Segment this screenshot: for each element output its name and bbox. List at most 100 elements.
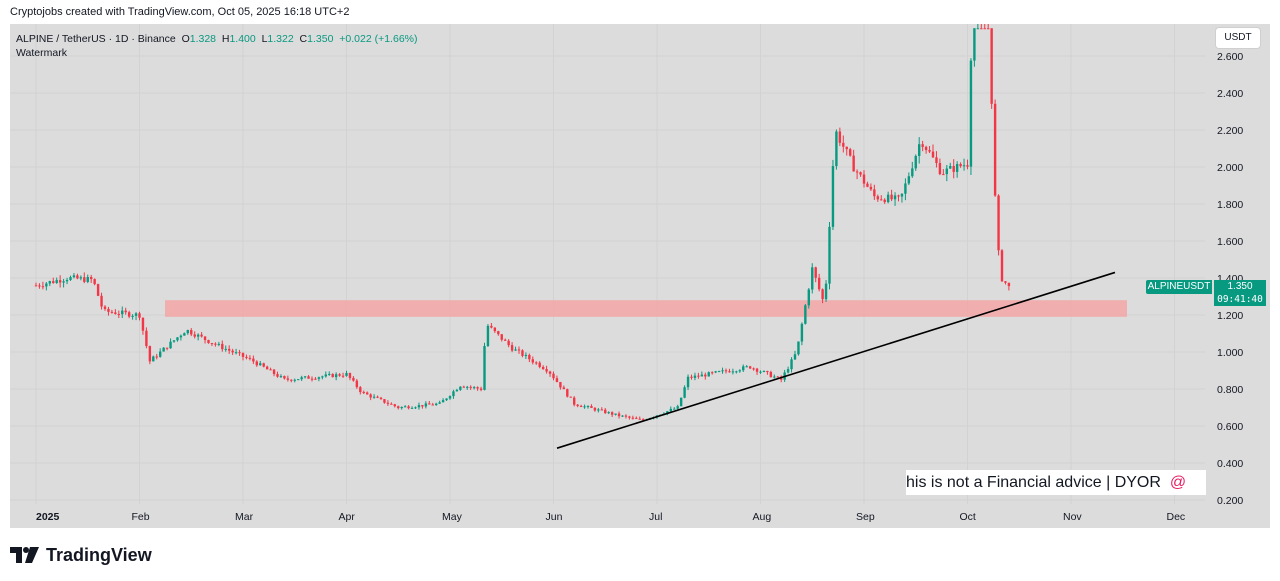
candle-body bbox=[959, 164, 962, 167]
candle-body bbox=[811, 267, 814, 290]
candle-body bbox=[490, 325, 493, 328]
candle-body bbox=[748, 366, 752, 369]
candle-body bbox=[590, 406, 593, 408]
candle-body bbox=[400, 406, 403, 409]
candle-body bbox=[952, 165, 955, 172]
candle-body bbox=[334, 374, 338, 378]
candle-body bbox=[790, 359, 793, 370]
candle-body bbox=[283, 376, 286, 379]
candle-body bbox=[355, 380, 359, 388]
candle-body bbox=[949, 165, 952, 169]
candle-body bbox=[604, 409, 607, 414]
candle-body bbox=[955, 164, 959, 172]
price-chart[interactable]: 2.600 2.400 2.200 2.000 1.800 1.600 1.400 1.200… bbox=[10, 24, 1270, 528]
candle-body bbox=[521, 350, 524, 356]
candle-body bbox=[476, 387, 479, 389]
candle-body bbox=[759, 371, 762, 373]
candle-body bbox=[855, 171, 859, 173]
time-tick-label: Nov bbox=[1063, 511, 1082, 523]
candle-body bbox=[162, 347, 165, 352]
candle-body bbox=[207, 339, 210, 344]
candle-body bbox=[407, 406, 410, 409]
candle-body bbox=[745, 366, 748, 368]
close-value: 1.350 bbox=[307, 33, 334, 45]
candle-body bbox=[331, 373, 334, 378]
candle-body bbox=[831, 166, 835, 227]
candle-body bbox=[393, 404, 396, 407]
candle-body bbox=[300, 377, 303, 380]
candle-body bbox=[176, 337, 179, 341]
currency-button[interactable]: USDT bbox=[1216, 28, 1260, 48]
candle-body bbox=[248, 357, 252, 359]
candle-body bbox=[69, 277, 72, 281]
price-axis[interactable]: 2.6002.4002.2002.0001.8001.6001.4001.200… bbox=[1205, 24, 1270, 528]
candle-body bbox=[793, 354, 797, 360]
candle-body bbox=[497, 331, 500, 335]
price-tick-label: 2.600 bbox=[1217, 51, 1243, 63]
candle-body bbox=[279, 376, 283, 378]
candle-body bbox=[980, 28, 983, 30]
candle-body bbox=[403, 406, 407, 408]
candle-body bbox=[769, 372, 773, 378]
candle-body bbox=[845, 146, 848, 150]
candle-body bbox=[711, 372, 714, 374]
candle-body bbox=[704, 374, 707, 377]
candle-body bbox=[83, 277, 86, 282]
candle-body bbox=[117, 314, 120, 316]
candle-body bbox=[448, 396, 452, 399]
time-tick-label: Feb bbox=[132, 511, 150, 523]
candle-body bbox=[838, 131, 842, 143]
candle-body bbox=[700, 374, 704, 377]
candle-body bbox=[307, 376, 310, 379]
candle-body bbox=[993, 103, 997, 196]
candle-body bbox=[800, 323, 804, 342]
candle-body bbox=[628, 416, 631, 418]
candle-body bbox=[414, 407, 417, 409]
candle-body bbox=[121, 310, 124, 315]
candle-body bbox=[824, 283, 828, 300]
candle-body bbox=[510, 345, 514, 351]
disclaimer-text: his is not a Financial advice | DYOR bbox=[906, 474, 1161, 491]
candle-body bbox=[303, 376, 307, 378]
open-value: 1.328 bbox=[189, 33, 217, 45]
tradingview-logo[interactable]: TradingView bbox=[10, 543, 152, 567]
candle-body bbox=[472, 387, 476, 389]
support-trendline[interactable] bbox=[556, 271, 1116, 449]
candle-body bbox=[742, 366, 745, 371]
tradingview-logo-icon bbox=[10, 547, 39, 563]
candle-body bbox=[531, 359, 534, 363]
price-tag-price: 1.350 bbox=[1214, 280, 1266, 293]
time-tick-label: Mar bbox=[235, 511, 254, 523]
candles bbox=[34, 24, 1011, 421]
candle-body bbox=[345, 373, 348, 376]
candle-body bbox=[127, 312, 131, 317]
candle-body bbox=[635, 417, 638, 419]
candle-body bbox=[735, 371, 738, 373]
at-icon: @ bbox=[1165, 474, 1187, 491]
candle-body bbox=[538, 362, 541, 367]
candle-body bbox=[900, 193, 904, 197]
candle-body bbox=[107, 308, 110, 312]
candle-body bbox=[245, 356, 248, 358]
candle-body bbox=[555, 378, 559, 383]
tradingview-brand: TradingView bbox=[46, 544, 152, 565]
candle-body bbox=[642, 419, 645, 421]
candle-body bbox=[386, 402, 390, 404]
chart-area[interactable]: 2.600 2.400 2.200 2.000 1.800 1.600 1.400 1.200… bbox=[10, 24, 1270, 528]
candle-body bbox=[686, 376, 690, 388]
price-tick-label: 2.400 bbox=[1217, 88, 1243, 100]
candle-body bbox=[559, 382, 562, 388]
candle-body bbox=[817, 277, 821, 290]
chart-credit: Cryptojobs created with TradingView.com,… bbox=[10, 6, 350, 18]
candle-body bbox=[935, 157, 938, 164]
price-tick-label: 0.400 bbox=[1217, 458, 1243, 470]
candle-body bbox=[65, 280, 69, 282]
candle-body bbox=[459, 386, 462, 390]
candle-body bbox=[631, 417, 635, 419]
time-axis[interactable]: 2025 Feb Mar Apr May Jun Jul Aug Sep Oct Nov Dec bbox=[36, 511, 1185, 523]
grid-lines bbox=[10, 24, 1205, 504]
candle-body bbox=[428, 403, 431, 405]
candle-body bbox=[797, 341, 800, 355]
candle-body bbox=[921, 144, 924, 147]
candle-body bbox=[562, 387, 566, 390]
